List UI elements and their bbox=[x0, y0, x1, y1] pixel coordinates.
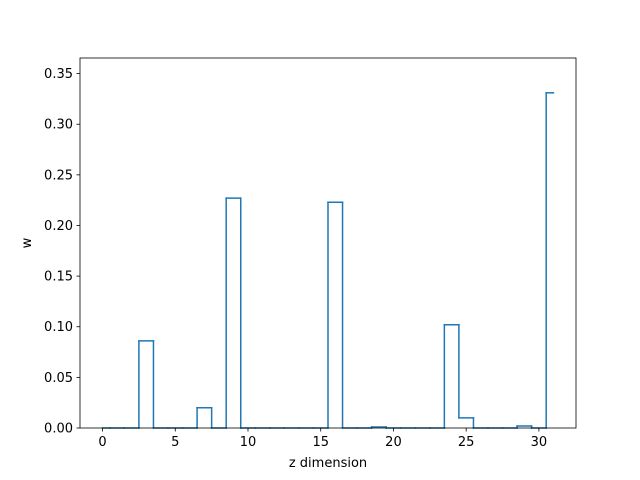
y-tick-label: 0.30 bbox=[44, 118, 73, 133]
y-tick-label: 0.00 bbox=[44, 422, 73, 437]
y-tick-label: 0.10 bbox=[44, 320, 73, 335]
x-tick-label: 5 bbox=[171, 435, 179, 450]
x-tick-label: 10 bbox=[240, 435, 257, 450]
x-axis-label: z dimension bbox=[289, 456, 367, 471]
y-tick-label: 0.15 bbox=[44, 270, 73, 285]
x-tick-label: 20 bbox=[385, 435, 402, 450]
x-tick-label: 0 bbox=[98, 435, 106, 450]
y-tick-label: 0.35 bbox=[44, 67, 73, 82]
y-tick-label: 0.25 bbox=[44, 168, 73, 183]
y-axis-label: w bbox=[20, 237, 35, 248]
x-tick-label: 15 bbox=[312, 435, 329, 450]
y-tick-label: 0.05 bbox=[44, 371, 73, 386]
x-tick-label: 25 bbox=[458, 435, 475, 450]
axes-layer: 0 5 10 15 20 25 30 0.00 0.05 0.10 0.15 0.20 0.25 0.30… bbox=[44, 57, 577, 450]
y-tick-label: 0.20 bbox=[44, 219, 73, 234]
axes-frame bbox=[79, 57, 577, 429]
x-tick-label: 30 bbox=[531, 435, 548, 450]
